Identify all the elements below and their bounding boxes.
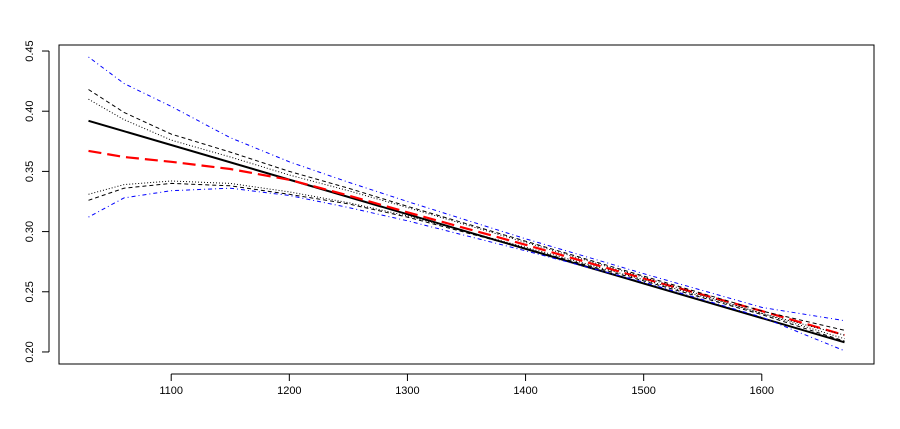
series-line-7 xyxy=(88,56,845,322)
series-line-2 xyxy=(88,149,845,337)
y-tick-label: 0.45 xyxy=(24,40,36,61)
series-line-6 xyxy=(88,180,845,340)
series-line-3 xyxy=(88,89,845,331)
plot-frame xyxy=(58,44,875,365)
x-tick-label: 1400 xyxy=(513,385,537,397)
y-tick-label: 0.30 xyxy=(24,221,36,242)
x-tick-label: 1200 xyxy=(277,385,301,397)
x-tick-label: 1100 xyxy=(159,385,183,397)
x-tick-label: 1600 xyxy=(750,385,774,397)
series-layer xyxy=(88,56,845,352)
y-tick-label: 0.25 xyxy=(24,281,36,302)
x-tick-label: 1500 xyxy=(631,385,655,397)
series-line-4 xyxy=(88,182,845,342)
y-tick-label: 0.20 xyxy=(24,341,36,362)
series-line-5 xyxy=(88,98,845,336)
y-axis: 0.20 0.25 0.30 0.35 0.40 0.45 xyxy=(24,40,50,363)
x-axis: 1100 1200 1300 1400 1500 1600 xyxy=(159,373,774,397)
y-tick-label: 0.40 xyxy=(24,100,36,121)
x-tick-label: 1300 xyxy=(395,385,419,397)
y-tick-label: 0.35 xyxy=(24,161,36,182)
series-line-8 xyxy=(88,187,845,352)
